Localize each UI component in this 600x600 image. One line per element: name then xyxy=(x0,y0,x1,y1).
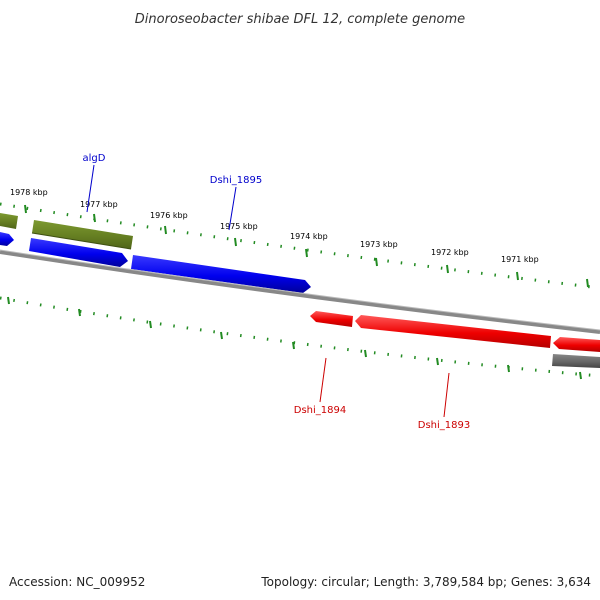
gene-label-algD[interactable]: algD xyxy=(83,153,106,164)
tick-label-1978: 1978 kbp xyxy=(10,188,48,197)
outer-tick-ring xyxy=(0,202,600,290)
tick-label-1976: 1976 kbp xyxy=(150,211,188,220)
gene-label-dshi-1895[interactable]: Dshi_1895 xyxy=(210,175,262,186)
genome-backbone-highlight xyxy=(0,249,600,331)
cds-feature-dshi-1895[interactable] xyxy=(131,255,311,293)
major-tick-1971 xyxy=(516,271,519,281)
major-tick-1973 xyxy=(375,257,378,267)
inner-major-tick-1 xyxy=(7,296,10,305)
gene-label-dshi-1893[interactable]: Dshi_1893 xyxy=(418,420,470,431)
tick-label-1975: 1975 kbp xyxy=(220,222,258,231)
forward-cds-track xyxy=(0,232,311,293)
major-tick-1975 xyxy=(234,237,237,247)
inner-major-tick-9 xyxy=(579,371,582,380)
outer-minor-ticks xyxy=(0,202,600,290)
gene-feature-edge-right[interactable] xyxy=(552,354,600,368)
major-tick-1972 xyxy=(446,264,449,274)
leader-line-dshi-1894 xyxy=(319,357,327,403)
cds-feature-edge-right[interactable] xyxy=(553,337,600,352)
gene-feature-algD-shade xyxy=(31,232,132,250)
reverse-cds-track xyxy=(310,311,600,352)
gene-labels: algD Dshi_1895 Dshi_1894 Dshi_1893 xyxy=(83,153,471,431)
inner-major-tick-2 xyxy=(78,308,81,317)
reverse-gene-track xyxy=(552,354,600,368)
forward-gene-track xyxy=(0,213,133,250)
inner-major-tick-4 xyxy=(220,331,223,340)
major-tick-1977 xyxy=(93,213,96,223)
inner-major-tick-7 xyxy=(436,357,439,366)
major-tick-edge xyxy=(586,278,589,288)
tick-label-1973: 1973 kbp xyxy=(360,240,398,249)
major-tick-1976 xyxy=(164,225,167,235)
genome-backbone xyxy=(0,250,600,334)
leader-line-dshi-1895 xyxy=(228,186,237,231)
cds-feature-edge[interactable] xyxy=(0,232,14,246)
major-tick-1978 xyxy=(24,204,27,214)
leader-line-algD xyxy=(86,164,95,213)
tick-label-1972: 1972 kbp xyxy=(431,248,469,257)
major-tick-1974 xyxy=(305,248,308,258)
cds-feature-dshi-1893[interactable] xyxy=(355,315,551,348)
accession-text: Accession: NC_009952 xyxy=(9,575,145,589)
cds-feature-dshi-1894[interactable] xyxy=(310,311,353,327)
tick-label-1974: 1974 kbp xyxy=(290,232,328,241)
map-title: Dinoroseobacter shibae DFL 12, complete … xyxy=(135,12,465,27)
inner-major-tick-3 xyxy=(149,320,152,329)
leader-line-dshi-1893 xyxy=(443,372,450,418)
tick-labels: 1978 kbp 1977 kbp 1976 kbp 1975 kbp 1974… xyxy=(10,188,539,264)
gene-feature-algD[interactable] xyxy=(32,220,133,249)
inner-major-tick-6 xyxy=(364,349,367,358)
inner-tick-ring xyxy=(0,296,600,380)
gene-feature-edge[interactable] xyxy=(0,213,18,229)
cds-feature-algD[interactable] xyxy=(29,238,128,267)
inner-major-tick-5 xyxy=(292,341,295,350)
gene-label-dshi-1894[interactable]: Dshi_1894 xyxy=(294,405,346,416)
tick-label-1977: 1977 kbp xyxy=(80,200,118,209)
genome-summary-text: Topology: circular; Length: 3,789,584 bp… xyxy=(260,575,591,589)
inner-major-tick-8 xyxy=(507,364,510,373)
tick-label-1971: 1971 kbp xyxy=(501,255,539,264)
